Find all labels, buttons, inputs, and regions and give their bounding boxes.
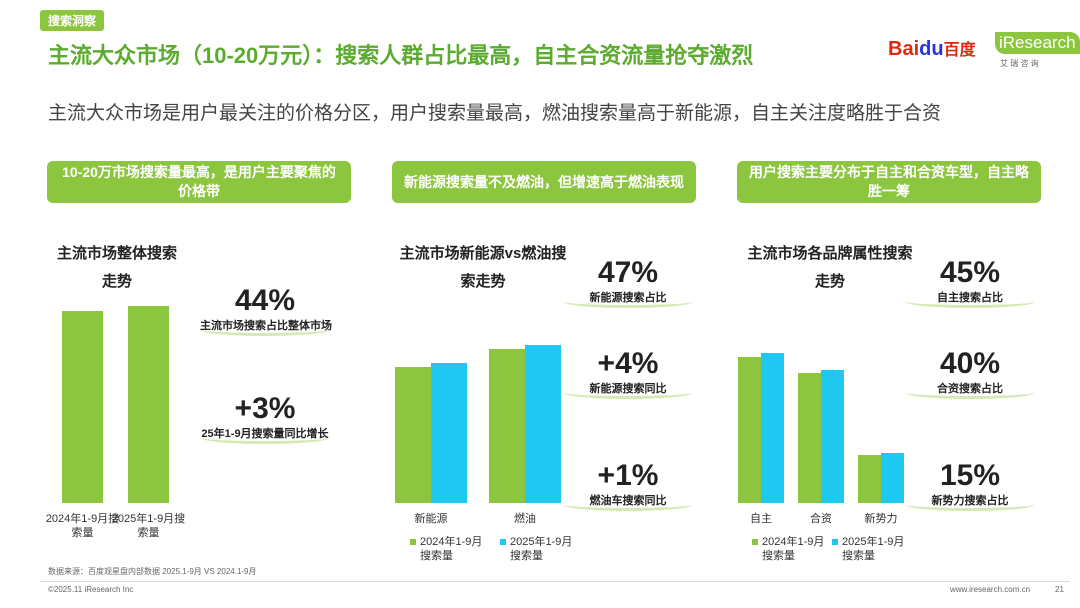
stat-underline xyxy=(905,295,1035,308)
bar xyxy=(395,367,431,503)
legend-label: 2025年1-9月搜索量 xyxy=(510,536,573,562)
bar xyxy=(62,311,103,503)
logo-text: 百度 xyxy=(943,42,976,59)
logo-text: Bai xyxy=(888,38,920,60)
stat-underline xyxy=(905,498,1035,511)
iresearch-logo: iResearch xyxy=(995,32,1080,54)
stat-underline xyxy=(563,295,693,308)
source: 数据来源：百度观星盘内部数据 2025.1-9月 VS 2024.1-9月 xyxy=(48,567,257,576)
legend-label: 2024年1-9月搜索量 xyxy=(420,536,483,562)
footer-line xyxy=(40,581,1070,582)
x-tick-label: 2025年1-9月搜索量 xyxy=(111,513,186,539)
bar xyxy=(881,453,904,503)
bar xyxy=(738,357,761,503)
legend-marker xyxy=(410,539,416,545)
x-tick-label: 合资 xyxy=(810,513,832,525)
stat-value: 44% xyxy=(234,284,296,317)
stat-underline xyxy=(563,386,693,399)
stat-underline xyxy=(200,323,330,336)
legend-marker xyxy=(500,539,506,545)
x-tick-label: 2024年1-9月搜索量 xyxy=(45,513,120,539)
stat-value: +3% xyxy=(234,392,296,425)
panel-header: 用户搜索主要分布于自主和合资车型，自主略胜一筹 xyxy=(737,161,1041,203)
legend-marker xyxy=(752,539,758,545)
panel-header: 10-20万市场搜索量最高，是用户主要聚焦的价格带 xyxy=(47,161,351,203)
copyright: ©2025.11 iResearch Inc xyxy=(48,585,134,594)
logo-text: du xyxy=(919,38,944,60)
stat-value: 15% xyxy=(939,459,1001,492)
bar xyxy=(525,345,561,503)
legend-label: 2025年1-9月搜索量 xyxy=(842,536,905,562)
page-number: 21 xyxy=(1055,585,1064,594)
logo-text: 艾 瑞 咨 询 xyxy=(1000,59,1039,68)
stat-value: 45% xyxy=(939,256,1001,289)
x-tick-label: 燃油 xyxy=(514,513,536,525)
x-tick-label: 新势力 xyxy=(864,513,898,525)
chart-title: 主流市场各品牌属性搜索走势 xyxy=(747,245,913,290)
stat-value: 40% xyxy=(939,347,1001,380)
chart-title: 主流市场新能源vs燃油搜索走势 xyxy=(399,245,567,290)
site: www.iresearch.com.cn xyxy=(950,585,1031,594)
stat-underline xyxy=(200,431,330,444)
stat-value: 47% xyxy=(597,256,659,289)
stat-value: +4% xyxy=(597,347,659,380)
stat-underline xyxy=(563,498,693,511)
panel-header: 新能源搜索量不及燃油，但增速高于燃油表现 xyxy=(392,161,696,203)
bar xyxy=(128,306,169,503)
subtitle: 主流大众市场是用户最关注的价格分区，用户搜索量最高，燃油搜索量高于新能源，自主关… xyxy=(48,103,942,124)
bar xyxy=(431,363,467,503)
tag: 搜索洞察 xyxy=(40,10,105,31)
title: 主流大众市场（10-20万元）：搜索人群占比最高，自主合资流量抢夺激烈 xyxy=(48,43,754,68)
bar xyxy=(858,455,881,503)
chart-title: 主流市场整体搜索走势 xyxy=(56,245,177,290)
stat-value: +1% xyxy=(597,459,659,492)
legend-label: 2024年1-9月搜索量 xyxy=(762,536,825,562)
baidu-logo: Baidu百度 xyxy=(888,36,976,61)
bar xyxy=(761,353,784,503)
bar xyxy=(798,373,821,503)
legend-marker xyxy=(832,539,838,545)
bar xyxy=(489,349,525,503)
x-tick-label: 自主 xyxy=(750,513,772,525)
bar xyxy=(821,370,844,503)
x-tick-label: 新能源 xyxy=(414,513,448,525)
stat-underline xyxy=(905,386,1035,399)
